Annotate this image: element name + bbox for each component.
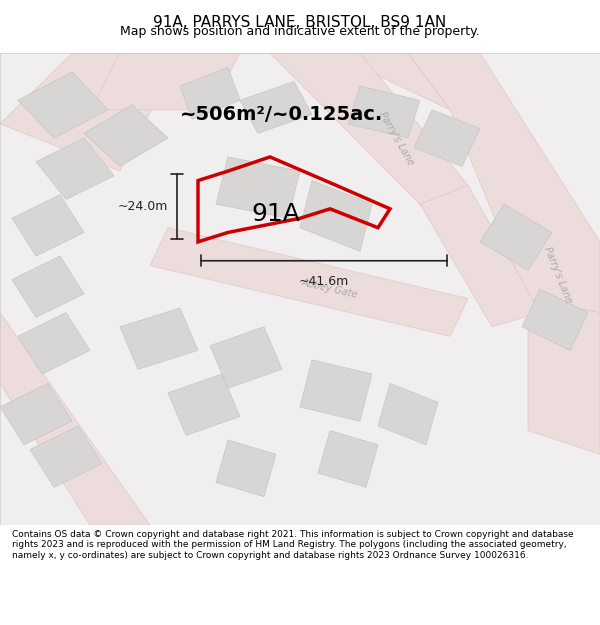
Text: 91A: 91A bbox=[251, 201, 301, 226]
Polygon shape bbox=[0, 53, 180, 171]
Polygon shape bbox=[18, 312, 90, 374]
Polygon shape bbox=[18, 72, 108, 138]
Polygon shape bbox=[420, 185, 540, 327]
Polygon shape bbox=[12, 256, 84, 318]
Polygon shape bbox=[180, 68, 240, 119]
Text: ~41.6m: ~41.6m bbox=[299, 275, 349, 288]
Text: 91A, PARRYS LANE, BRISTOL, BS9 1AN: 91A, PARRYS LANE, BRISTOL, BS9 1AN bbox=[154, 15, 446, 30]
Bar bbox=[0, 53, 600, 525]
Text: ~24.0m: ~24.0m bbox=[118, 200, 168, 213]
Polygon shape bbox=[216, 157, 300, 218]
Polygon shape bbox=[120, 308, 198, 369]
Polygon shape bbox=[414, 110, 480, 166]
Polygon shape bbox=[0, 383, 72, 445]
Polygon shape bbox=[378, 383, 438, 445]
Polygon shape bbox=[408, 53, 600, 312]
Polygon shape bbox=[0, 312, 150, 525]
Polygon shape bbox=[228, 53, 450, 110]
Text: Contains OS data © Crown copyright and database right 2021. This information is : Contains OS data © Crown copyright and d… bbox=[12, 530, 574, 560]
Polygon shape bbox=[522, 289, 588, 351]
Text: ~506m²/~0.125ac.: ~506m²/~0.125ac. bbox=[181, 105, 383, 124]
Polygon shape bbox=[36, 138, 114, 199]
Polygon shape bbox=[84, 105, 168, 166]
Polygon shape bbox=[480, 204, 552, 270]
Polygon shape bbox=[318, 431, 378, 488]
Polygon shape bbox=[240, 81, 312, 133]
Polygon shape bbox=[30, 426, 102, 488]
Polygon shape bbox=[300, 360, 372, 421]
Polygon shape bbox=[216, 440, 276, 497]
Polygon shape bbox=[0, 53, 600, 525]
Polygon shape bbox=[12, 195, 84, 256]
Text: Map shows position and indicative extent of the property.: Map shows position and indicative extent… bbox=[120, 25, 480, 38]
Text: Parry's Lane: Parry's Lane bbox=[542, 245, 574, 304]
Polygon shape bbox=[168, 374, 240, 436]
Polygon shape bbox=[348, 86, 420, 138]
Polygon shape bbox=[528, 299, 600, 454]
Text: Parry's Lane: Parry's Lane bbox=[377, 109, 415, 166]
Polygon shape bbox=[270, 53, 468, 204]
Polygon shape bbox=[210, 327, 282, 388]
Polygon shape bbox=[90, 53, 240, 110]
Polygon shape bbox=[300, 181, 372, 251]
Polygon shape bbox=[150, 228, 468, 336]
Text: Abbey Gate: Abbey Gate bbox=[301, 278, 359, 301]
